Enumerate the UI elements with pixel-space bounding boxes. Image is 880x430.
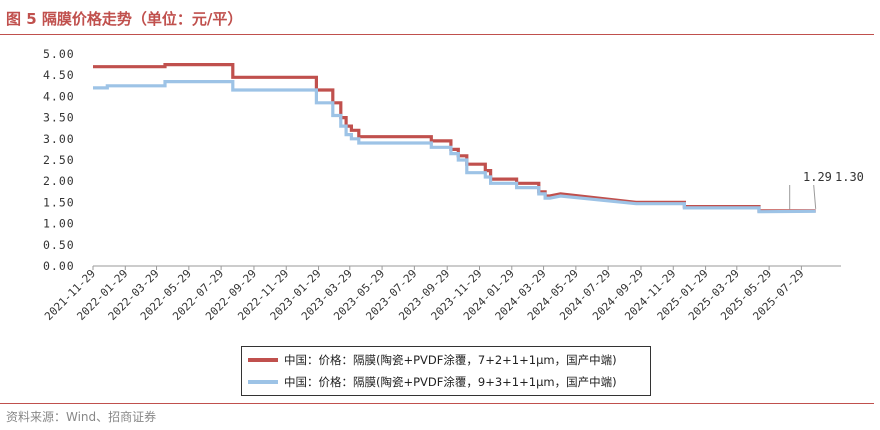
source-note: 资料来源：Wind、招商证券 [6,410,157,424]
legend-label-series-2: 中国：价格：隔膜(陶瓷+PVDF涂覆，9+3+1+1μm，国产中端) [284,375,617,389]
y-tick-label: 4.00 [43,89,75,103]
data-label: 1.30 [835,170,864,184]
series-line-2 [93,79,816,214]
title-divider [0,34,874,35]
y-tick-label: 2.00 [43,174,75,188]
footer-divider [0,403,874,404]
legend-swatch-series-1 [248,358,278,362]
legend-item-series-2: 中国：价格：隔膜(陶瓷+PVDF涂覆，9+3+1+1μm，国产中端) [248,372,617,392]
y-tick-label: 4.50 [43,68,75,82]
chart-legend: 中国：价格：隔膜(陶瓷+PVDF涂覆，7+2+1+1μm，国产中端) 中国：价格… [241,346,651,396]
price-line-chart: 0.00 0.50 1.00 1.50 2.00 2.50 3.00 3.50 4.00 4.50… [42,47,864,323]
figure-title: 图 5 隔膜价格走势（单位：元/平） [6,10,243,28]
annotation-leader [813,184,817,209]
legend-label-series-1: 中国：价格：隔膜(陶瓷+PVDF涂覆，7+2+1+1μm，国产中端) [284,353,617,367]
series-line-1 [93,62,816,213]
y-tick-label: 3.50 [43,111,75,125]
y-tick-label: 1.00 [43,217,75,231]
y-tick-label: 0.00 [43,259,75,273]
legend-swatch-series-2 [248,380,278,384]
data-label: 1.29 [803,170,832,184]
y-tick-label: 2.50 [43,153,75,167]
y-tick-label: 5.00 [43,47,75,61]
y-tick-label: 1.50 [43,195,75,209]
y-tick-label: 0.50 [43,238,75,252]
y-tick-label: 3.00 [43,132,75,146]
legend-item-series-1: 中国：价格：隔膜(陶瓷+PVDF涂覆，7+2+1+1μm，国产中端) [248,350,617,370]
